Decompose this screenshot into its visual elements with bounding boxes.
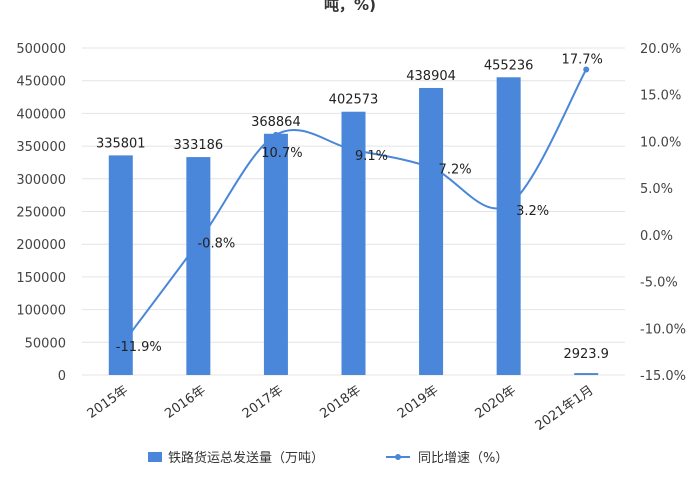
y-left-tick-label: 50000 xyxy=(25,336,66,351)
y-left-tick-label: 250000 xyxy=(16,206,66,221)
legend-bar-label: 铁路货运总发送量（万吨） xyxy=(168,450,324,466)
y-left-tick-label: 350000 xyxy=(16,140,66,155)
x-tick-label: 2015年 xyxy=(85,383,131,422)
line-value-label: 7.2% xyxy=(439,163,472,178)
bar xyxy=(496,77,521,375)
bar xyxy=(108,155,133,375)
y-left-tick-label: 400000 xyxy=(16,107,66,122)
line-value-label: 17.7% xyxy=(562,52,603,67)
growth-point xyxy=(428,164,435,171)
legend-line-marker xyxy=(395,454,401,460)
bar-value-label: 402573 xyxy=(329,93,379,108)
bar xyxy=(574,373,599,375)
line-value-label: -11.9% xyxy=(116,340,162,355)
bar-value-label: 333186 xyxy=(174,138,224,153)
x-tick-label: 2018年 xyxy=(317,383,363,422)
y-left-tick-label: 100000 xyxy=(16,304,66,319)
growth-point xyxy=(195,239,202,246)
x-tick-label: 2020年 xyxy=(473,383,519,422)
y-right-tick-label: 15.0% xyxy=(640,89,681,104)
growth-point xyxy=(350,146,357,153)
x-tick-label: 2021年1月 xyxy=(533,383,597,434)
y-left-tick-label: 0 xyxy=(58,369,66,384)
legend-line-label: 同比增速（%） xyxy=(418,451,508,466)
chart-title: 吨，%) xyxy=(324,0,376,14)
y-left-tick-label: 500000 xyxy=(16,42,66,57)
growth-point xyxy=(583,66,590,73)
line-value-label: 3.2% xyxy=(516,204,549,219)
bar-value-label: 455236 xyxy=(484,58,534,73)
x-tick-label: 2019年 xyxy=(395,383,441,422)
legend-bar-swatch xyxy=(148,452,162,462)
y-left-tick-label: 450000 xyxy=(16,75,66,90)
x-tick-label: 2017年 xyxy=(240,383,286,422)
bar xyxy=(419,87,444,375)
growth-point xyxy=(117,343,124,350)
line-value-label: 10.7% xyxy=(261,146,302,161)
bar xyxy=(186,157,211,375)
y-right-tick-label: 5.0% xyxy=(640,182,673,197)
y-left-tick-label: 200000 xyxy=(16,238,66,253)
growth-point xyxy=(272,131,279,138)
y-left-tick-label: 150000 xyxy=(16,271,66,286)
line-value-label: 9.1% xyxy=(355,149,388,164)
bar-value-label: 2923.9 xyxy=(563,347,609,362)
y-right-tick-label: 0.0% xyxy=(640,229,673,244)
bar-value-label: 368864 xyxy=(251,115,301,130)
growth-point xyxy=(505,201,512,208)
bar xyxy=(263,133,288,375)
bar-value-label: 335801 xyxy=(96,136,146,151)
y-right-tick-label: -15.0% xyxy=(640,369,686,384)
y-left-tick-label: 300000 xyxy=(16,173,66,188)
y-right-tick-label: 20.0% xyxy=(640,42,681,57)
bar xyxy=(341,111,366,375)
y-right-tick-label: -5.0% xyxy=(640,276,678,291)
bar-value-label: 438904 xyxy=(406,69,456,84)
y-right-tick-label: 10.0% xyxy=(640,135,681,150)
line-value-label: -0.8% xyxy=(197,236,235,251)
y-right-tick-label: -10.0% xyxy=(640,322,686,337)
x-tick-label: 2016年 xyxy=(162,383,208,422)
